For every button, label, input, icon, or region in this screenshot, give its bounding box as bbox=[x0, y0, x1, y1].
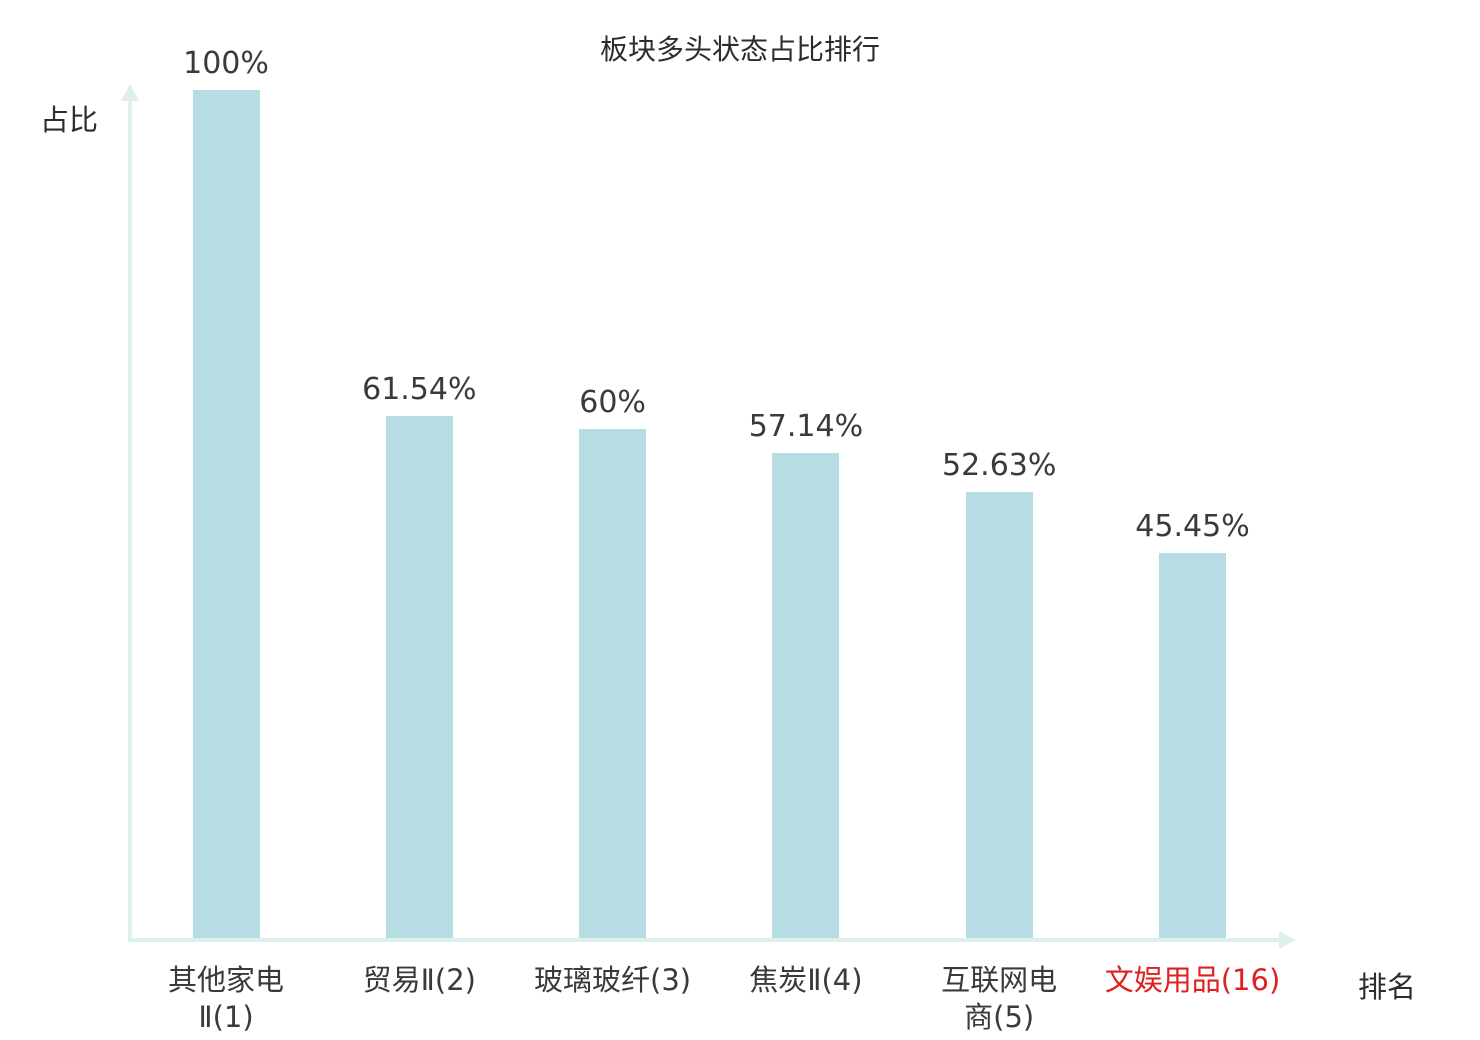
category-label: 其他家电 Ⅱ(1) bbox=[167, 963, 285, 1034]
x-axis-line bbox=[128, 931, 1296, 949]
y-axis-label: 占比 bbox=[40, 103, 99, 137]
category-label: 焦炭Ⅱ(4) bbox=[749, 963, 863, 997]
bar-value-label: 57.14% bbox=[748, 409, 864, 444]
bar-value-label: 61.54% bbox=[362, 372, 477, 407]
bar-value-label: 100% bbox=[183, 46, 269, 81]
bar-value-label: 60% bbox=[579, 385, 646, 420]
chart-title: 板块多头状态占比排行 bbox=[599, 33, 880, 66]
bar-1 bbox=[192, 90, 260, 938]
category-label: 贸易Ⅱ(2) bbox=[362, 963, 476, 997]
bar-value-label: 45.45% bbox=[1135, 509, 1250, 544]
bar-6 bbox=[1159, 553, 1226, 938]
y-axis-line bbox=[121, 84, 139, 942]
category-label: 玻璃玻纤(3) bbox=[534, 963, 692, 997]
bar-4 bbox=[772, 453, 840, 938]
bar-value-label: 52.63% bbox=[941, 448, 1057, 483]
y-axis-arrow-icon bbox=[121, 84, 139, 101]
bar-3 bbox=[579, 429, 647, 938]
bar-2 bbox=[385, 416, 453, 938]
x-axis-arrow-icon bbox=[1279, 931, 1296, 949]
bar-5 bbox=[965, 492, 1033, 938]
category-label: 文娱用品(16) bbox=[1104, 963, 1281, 997]
x-axis-label: 排名 bbox=[1358, 970, 1417, 1004]
category-label: 互联网电 商(5) bbox=[941, 963, 1058, 1034]
